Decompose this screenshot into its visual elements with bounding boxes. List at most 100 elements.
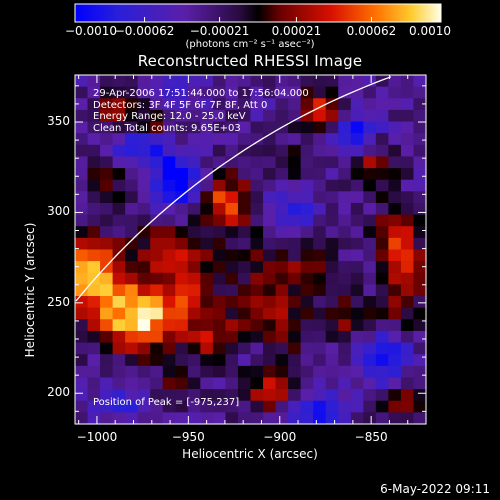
heatmap-cell	[388, 354, 402, 367]
heatmap-cell	[150, 261, 164, 274]
heatmap-cell	[313, 109, 327, 123]
heatmap-cell	[162, 179, 176, 192]
heatmap-cell	[112, 179, 126, 192]
heatmap-cell	[175, 389, 189, 402]
heatmap-cell	[112, 156, 126, 169]
heatmap-cell	[313, 330, 327, 344]
heatmap-cell	[338, 109, 352, 123]
heatmap-cell	[338, 75, 352, 88]
heatmap-cell	[400, 75, 415, 88]
heatmap-cell	[325, 191, 339, 204]
heatmap-cell	[413, 319, 427, 332]
heatmap-cell	[250, 342, 264, 355]
heatmap-cell	[150, 272, 164, 285]
heatmap-cell	[137, 330, 151, 344]
heatmap-cell	[162, 272, 176, 285]
heatmap-cell	[400, 144, 415, 158]
heatmap-cell	[212, 284, 227, 297]
heatmap-cell	[363, 389, 377, 402]
heatmap-cell	[162, 214, 176, 227]
heatmap-cell	[187, 296, 201, 309]
heatmap-cell	[125, 412, 139, 425]
x-axis-label: Heliocentric X (arcsec)	[182, 447, 318, 461]
heatmap-cell	[112, 226, 126, 239]
heatmap-cell	[363, 272, 377, 285]
heatmap-cell	[413, 75, 427, 88]
heatmap-cell	[300, 237, 314, 251]
heatmap-cell	[150, 226, 164, 239]
heatmap-cell	[300, 191, 314, 204]
heatmap-cell	[212, 214, 227, 227]
heatmap-cell	[75, 342, 89, 355]
heatmap-cell	[112, 377, 126, 390]
heatmap-cell	[100, 86, 114, 99]
heatmap-cell	[212, 342, 227, 355]
heatmap-cell	[187, 354, 201, 367]
heatmap-cell	[313, 307, 327, 320]
heatmap-cell	[112, 98, 126, 111]
heatmap-cell	[237, 214, 252, 227]
heatmap-cell	[75, 226, 89, 239]
heatmap-cell	[237, 249, 252, 262]
heatmap-cell	[162, 98, 176, 111]
heatmap-cell	[200, 191, 214, 204]
heatmap-cell	[288, 319, 302, 332]
heatmap-cell	[125, 342, 139, 355]
heatmap-cell	[375, 389, 389, 402]
heatmap-cell	[75, 284, 89, 297]
heatmap-cell	[300, 121, 314, 134]
heatmap-cell	[125, 319, 139, 332]
heatmap-cell	[225, 296, 239, 309]
heatmap-cell	[275, 354, 289, 367]
heatmap-cell	[225, 86, 239, 99]
heatmap-cell	[225, 330, 239, 344]
heatmap-cell	[137, 168, 151, 181]
heatmap-cell	[338, 354, 352, 367]
heatmap-cell	[375, 133, 389, 146]
heatmap-cell	[363, 237, 377, 251]
heatmap-cell	[313, 191, 327, 204]
heatmap-cell	[237, 377, 252, 390]
heatmap-cell	[250, 307, 264, 320]
heatmap-cell	[288, 307, 302, 320]
heatmap-cell	[237, 272, 252, 285]
heatmap-cell	[313, 389, 327, 402]
heatmap-cell	[413, 342, 427, 355]
heatmap-cell	[100, 284, 114, 297]
heatmap-cell	[137, 202, 151, 216]
heatmap-cell	[288, 261, 302, 274]
heatmap-cell	[400, 214, 415, 227]
heatmap-cell	[225, 75, 239, 88]
heatmap-cell	[263, 284, 277, 297]
heatmap-cell	[313, 284, 327, 297]
heatmap-cell	[87, 354, 101, 367]
heatmap-cell	[413, 133, 427, 146]
heatmap-cell	[100, 400, 114, 413]
heatmap-cell	[263, 156, 277, 169]
y-tick-label: 250	[47, 294, 70, 309]
heatmap-cell	[100, 296, 114, 309]
heatmap-cell	[350, 121, 364, 134]
heatmap-cell	[175, 249, 189, 262]
heatmap-cell	[388, 121, 402, 134]
heatmap-cell	[400, 307, 415, 320]
heatmap-cell	[350, 168, 364, 181]
heatmap-cell	[300, 156, 314, 169]
heatmap-cell	[87, 202, 101, 216]
heatmap-cell	[288, 121, 302, 134]
heatmap-cell	[313, 237, 327, 251]
heatmap-cell	[313, 261, 327, 274]
heatmap-cell	[275, 156, 289, 169]
heatmap-cell	[388, 272, 402, 285]
heatmap-cell	[250, 109, 264, 123]
energy-range-text: Energy Range: 12.0 - 25.0 keV	[93, 111, 246, 122]
heatmap-cell	[200, 249, 214, 262]
heatmap-cell	[388, 202, 402, 216]
heatmap-cell	[288, 168, 302, 181]
heatmap-cell	[237, 284, 252, 297]
heatmap-cell	[325, 330, 339, 344]
heatmap-cell	[263, 214, 277, 227]
heatmap-cell	[75, 144, 89, 158]
heatmap-cell	[200, 156, 214, 169]
heatmap-cell	[200, 144, 214, 158]
